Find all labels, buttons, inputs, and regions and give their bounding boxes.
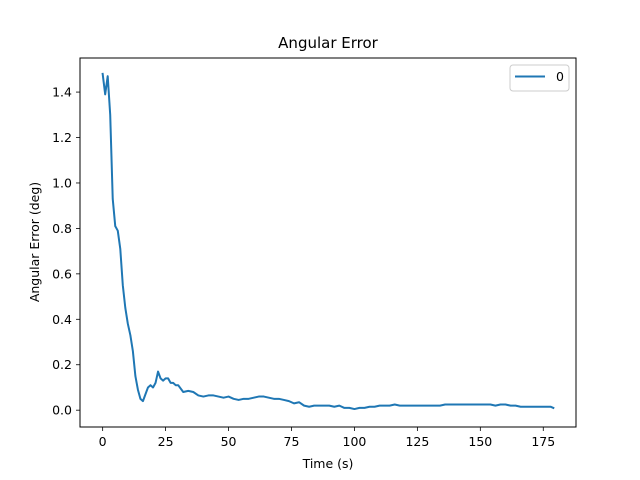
x-tick-label: 100 [343,434,367,449]
chart-title: Angular Error [278,34,378,52]
y-tick-label: 1.4 [52,85,72,100]
legend-label-0: 0 [556,69,564,84]
y-tick-label: 0.2 [52,357,72,372]
x-tick-label: 75 [284,434,300,449]
x-tick-label: 0 [99,434,107,449]
x-tick-label: 50 [221,434,237,449]
x-tick-label: 25 [158,434,174,449]
y-tick-label: 0.0 [52,403,72,418]
series-line-0 [101,72,555,411]
y-axis-ticks: 0.0 0.2 0.4 0.6 0.8 1.0 1.2 1.4 [52,85,80,418]
legend: 0 [509,64,570,92]
x-tick-label: 150 [468,434,492,449]
x-tick-label: 125 [405,434,429,449]
y-tick-label: 0.6 [52,266,72,281]
y-tick-label: 0.4 [52,312,72,327]
x-tick-label: 175 [531,434,555,449]
legend-box [509,64,570,92]
x-axis-label: Time (s) [302,456,354,471]
y-axis-label: Angular Error (deg) [27,182,42,302]
y-tick-label: 1.2 [52,130,72,145]
y-tick-label: 0.8 [52,221,72,236]
axes-frame [79,57,577,428]
y-tick-label: 1.0 [52,175,72,190]
plot-area [79,57,577,428]
x-axis-ticks: 0 25 50 75 100 125 150 175 [99,427,555,449]
